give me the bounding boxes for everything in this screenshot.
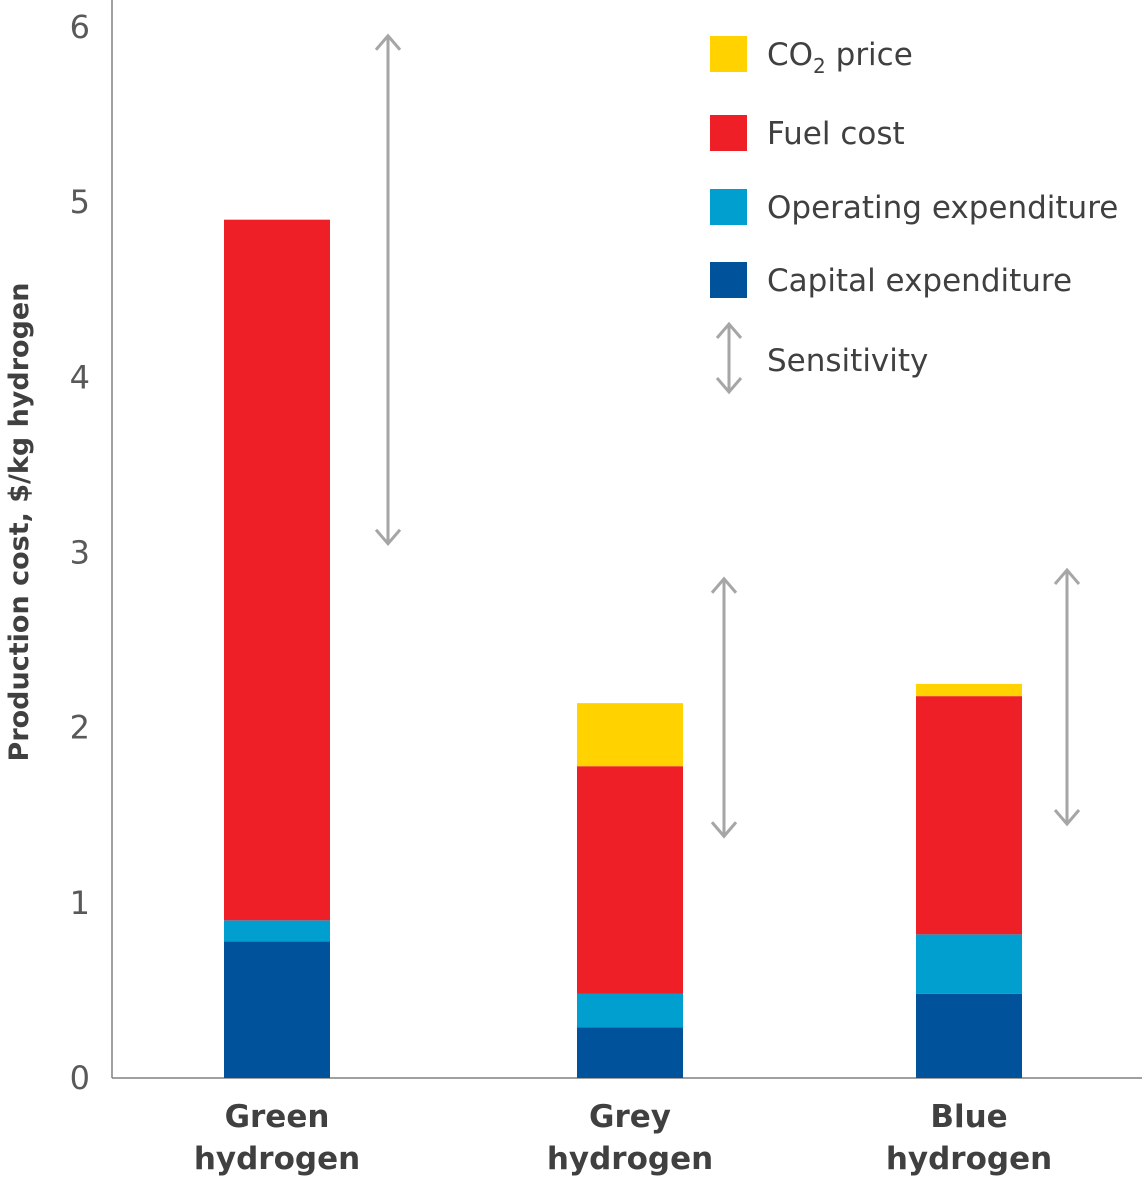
x-category-label: hydrogen bbox=[194, 1141, 360, 1177]
bar-segment-operating-expenditure bbox=[577, 994, 683, 1027]
sensitivity-arrow bbox=[1055, 570, 1079, 824]
bar-segment-capital-expenditure bbox=[224, 941, 330, 1078]
bar-segment-capital-expenditure bbox=[577, 1027, 683, 1078]
chart-container: 0 1 2 3 4 5 6 Green hydrogen Grey hydrogen Blue hydr… bbox=[0, 0, 1144, 1179]
y-tick-label: 4 bbox=[70, 358, 90, 396]
x-category-label: hydrogen bbox=[547, 1141, 713, 1177]
x-category-label: Blue bbox=[930, 1099, 1007, 1135]
legend-label-rest: price bbox=[826, 37, 913, 73]
stacked-bar-chart: 0 1 2 3 4 5 6 Green hydrogen Grey hydrogen Blue hydr… bbox=[0, 0, 1144, 1179]
x-category-label: Grey bbox=[589, 1099, 671, 1135]
legend-label-subscript: 2 bbox=[813, 54, 826, 78]
bar-segment-capital-expenditure bbox=[916, 994, 1022, 1078]
legend-label: Operating expenditure bbox=[767, 190, 1118, 226]
x-category-label: Green bbox=[225, 1099, 330, 1135]
bar-segment-co2-price bbox=[577, 703, 683, 766]
legend-label: CO2 price bbox=[767, 37, 913, 78]
y-tick-label: 6 bbox=[70, 8, 90, 46]
bar-segment-fuel-cost bbox=[916, 696, 1022, 934]
bar-segment-operating-expenditure bbox=[224, 920, 330, 941]
legend: CO2 price Fuel cost Operating expenditure C… bbox=[710, 36, 1118, 392]
legend-label: Capital expenditure bbox=[767, 263, 1072, 299]
y-tick-label: 5 bbox=[70, 183, 90, 221]
legend-label-main: CO bbox=[767, 37, 813, 73]
y-tick-label: 0 bbox=[70, 1059, 90, 1097]
sensitivity-arrow bbox=[376, 36, 400, 544]
y-axis-label: Production cost, $/kg hydrogen bbox=[4, 283, 35, 762]
y-tick-label: 3 bbox=[70, 534, 90, 572]
legend-label: Fuel cost bbox=[767, 116, 905, 152]
legend-label-main: Fuel cost bbox=[767, 116, 905, 152]
bar-segment-fuel-cost bbox=[224, 220, 330, 921]
y-tick-label: 1 bbox=[70, 884, 90, 922]
y-tick-label: 2 bbox=[70, 709, 90, 747]
legend-label-main: Operating expenditure bbox=[767, 190, 1118, 226]
bar-segment-co2-price bbox=[916, 684, 1022, 696]
legend-label: Sensitivity bbox=[767, 343, 928, 379]
bar-segment-operating-expenditure bbox=[916, 934, 1022, 994]
sensitivity-arrow bbox=[712, 579, 736, 836]
bar-segment-fuel-cost bbox=[577, 766, 683, 994]
x-category-label: hydrogen bbox=[886, 1141, 1052, 1177]
legend-swatch bbox=[710, 36, 747, 72]
legend-swatch bbox=[710, 115, 747, 151]
legend-swatch bbox=[710, 189, 747, 225]
legend-swatch bbox=[710, 262, 747, 298]
double-arrow-icon bbox=[717, 324, 741, 392]
legend-label-main: Capital expenditure bbox=[767, 263, 1072, 299]
